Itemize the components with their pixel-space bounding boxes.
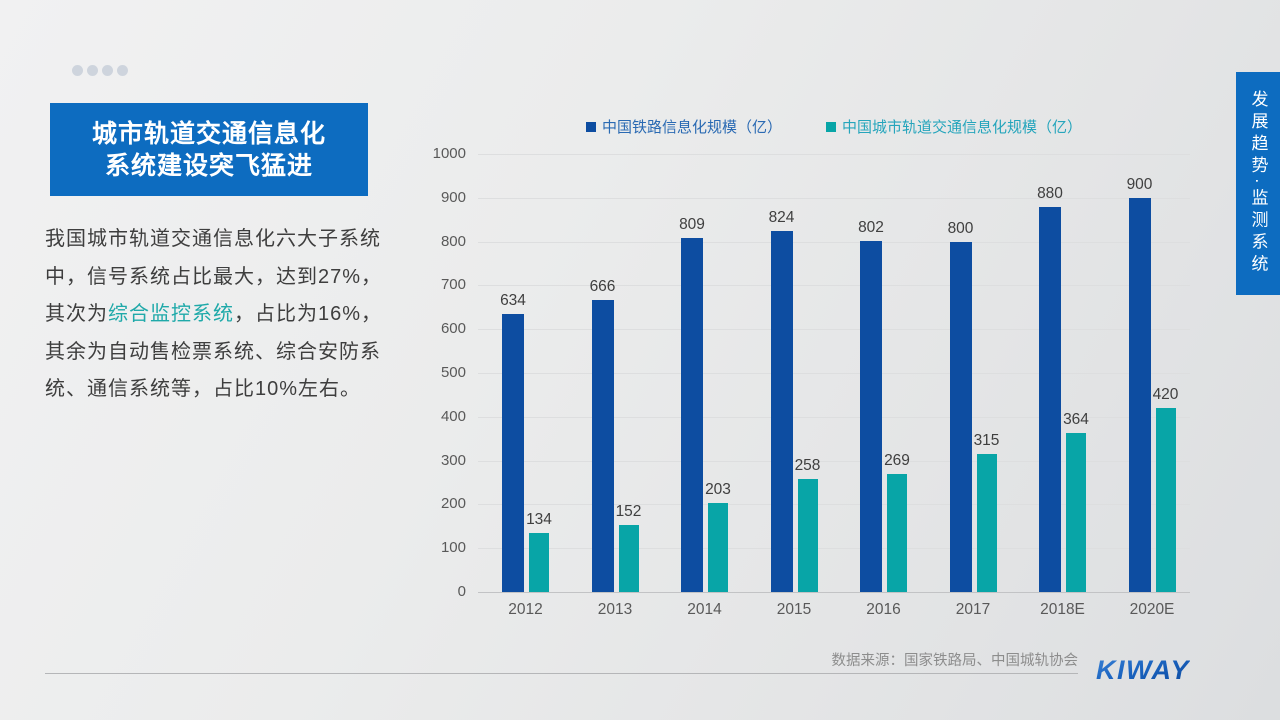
value-label-metro-2015: 258: [794, 457, 821, 474]
xtick-2020E: 2020E: [1129, 601, 1175, 618]
title-box: 城市轨道交通信息化 系统建设突飞猛进: [50, 103, 368, 196]
xtick-2013: 2013: [597, 601, 633, 618]
bar-railway-2016: [860, 240, 882, 592]
xtick-2015: 2015: [776, 601, 812, 618]
paragraph-text-1: 我国城市轨道交通信息化六大子系统 中，信号系统占比最大，达到27%， 其次为: [45, 228, 383, 325]
body-paragraph: 我国城市轨道交通信息化六大子系统 中，信号系统占比最大，达到27%， 其次为综合…: [45, 221, 441, 409]
value-label-railway-2015: 824: [768, 209, 795, 227]
gridline-100: [478, 548, 1190, 550]
bar-railway-2013: [591, 300, 614, 592]
gridline-900: [478, 197, 1190, 199]
value-label-metro-2017: 315: [973, 432, 1000, 449]
value-label-railway-2012: 634: [500, 292, 526, 310]
paragraph-text-2: ，占比为16%， 其余为自动售检票系统、综合安防系 统、通信系统等，占比10%左…: [45, 303, 383, 400]
value-label-railway-2013: 666: [589, 278, 616, 296]
footer-divider: [45, 673, 1078, 674]
value-label-metro-2016: 269: [884, 452, 910, 470]
bar-railway-2020E: [1128, 197, 1151, 592]
gridline-400: [478, 416, 1190, 418]
ytick-100: 100: [440, 539, 466, 557]
bar-metro-2016: [887, 474, 907, 592]
bar-metro-2012: [529, 533, 549, 592]
bar-metro-2017: [976, 454, 997, 592]
dot-icon: [102, 65, 113, 76]
legend-marker-icon: [585, 121, 596, 132]
legend-label-metro: 中国城市轨道交通信息化规模（亿）: [842, 119, 1083, 136]
bar-railway-2015: [770, 231, 793, 592]
legend-marker-icon: [826, 121, 836, 132]
data-source: 数据来源：国家铁路局、中国城轨协会: [831, 653, 1079, 669]
title-line-1: 城市轨道交通信息化: [91, 119, 326, 148]
gridline-500: [478, 373, 1190, 374]
gridline-600: [478, 329, 1190, 331]
kiway-logo: KIWAY: [1096, 655, 1190, 685]
bar-metro-2015: [797, 479, 818, 592]
xtick-2016: 2016: [866, 601, 901, 618]
bar-metro-2018E: [1066, 432, 1086, 592]
dot-icon: [72, 65, 83, 76]
paragraph-highlight: 综合监控系统: [108, 303, 234, 325]
value-label-metro-2012: 134: [526, 511, 552, 529]
ytick-900: 900: [440, 188, 466, 206]
legend-item-railway: 中国铁路信息化规模（亿）: [585, 116, 782, 137]
bar-railway-2018E: [1039, 206, 1061, 592]
dot-icon: [117, 65, 128, 76]
chart-legend: 中国铁路信息化规模（亿） 中国城市轨道交通信息化规模（亿）: [478, 116, 1190, 137]
value-label-railway-2017: 800: [947, 219, 974, 237]
ytick-200: 200: [440, 495, 466, 513]
value-label-metro-2013: 152: [615, 503, 642, 521]
value-label-railway-2020E: 900: [1126, 175, 1153, 193]
gridline-700: [478, 285, 1190, 287]
gridline-800: [478, 241, 1190, 243]
ytick-800: 800: [440, 232, 466, 250]
pagination-dots: [72, 65, 128, 76]
gridline-200: [478, 504, 1190, 506]
bar-metro-2014: [708, 503, 728, 592]
bar-railway-2014: [681, 237, 703, 592]
xtick-2014: 2014: [687, 601, 722, 618]
xtick-2018E: 2018E: [1040, 601, 1085, 618]
value-label-metro-2014: 203: [705, 481, 731, 499]
ytick-700: 700: [440, 276, 466, 294]
ytick-500: 500: [440, 364, 466, 381]
title-line-2: 系统建设突飞猛进: [104, 151, 313, 180]
bar-railway-2012: [502, 314, 524, 592]
chart-plot: 0 100 200 300 400 500 600 700 800 900 1000 634 134 20…: [433, 145, 1190, 618]
ytick-1000: 1000: [432, 145, 466, 162]
value-label-railway-2014: 809: [679, 215, 705, 233]
legend-item-metro: 中国城市轨道交通信息化规模（亿）: [826, 116, 1082, 137]
ytick-300: 300: [440, 451, 466, 469]
xtick-2017: 2017: [955, 601, 991, 618]
ytick-400: 400: [440, 407, 466, 425]
value-label-railway-2018E: 880: [1037, 184, 1063, 202]
bar-metro-2020E: [1155, 408, 1176, 592]
xtick-2012: 2012: [508, 601, 543, 618]
bar-railway-2017: [949, 241, 972, 592]
dot-icon: [87, 65, 98, 76]
bar-metro-2013: [618, 525, 639, 592]
gridline-0: [478, 592, 1190, 593]
value-label-metro-2020E: 420: [1152, 386, 1179, 403]
gridline-1000: [478, 154, 1190, 155]
ytick-0: 0: [457, 583, 466, 600]
value-label-railway-2016: 802: [858, 218, 884, 236]
side-banner: 发展趋势·监测系统: [1236, 72, 1280, 295]
value-label-metro-2018E: 364: [1063, 410, 1089, 428]
legend-label-railway: 中国铁路信息化规模（亿）: [601, 119, 782, 136]
gridline-300: [478, 460, 1190, 462]
ytick-600: 600: [440, 320, 466, 338]
